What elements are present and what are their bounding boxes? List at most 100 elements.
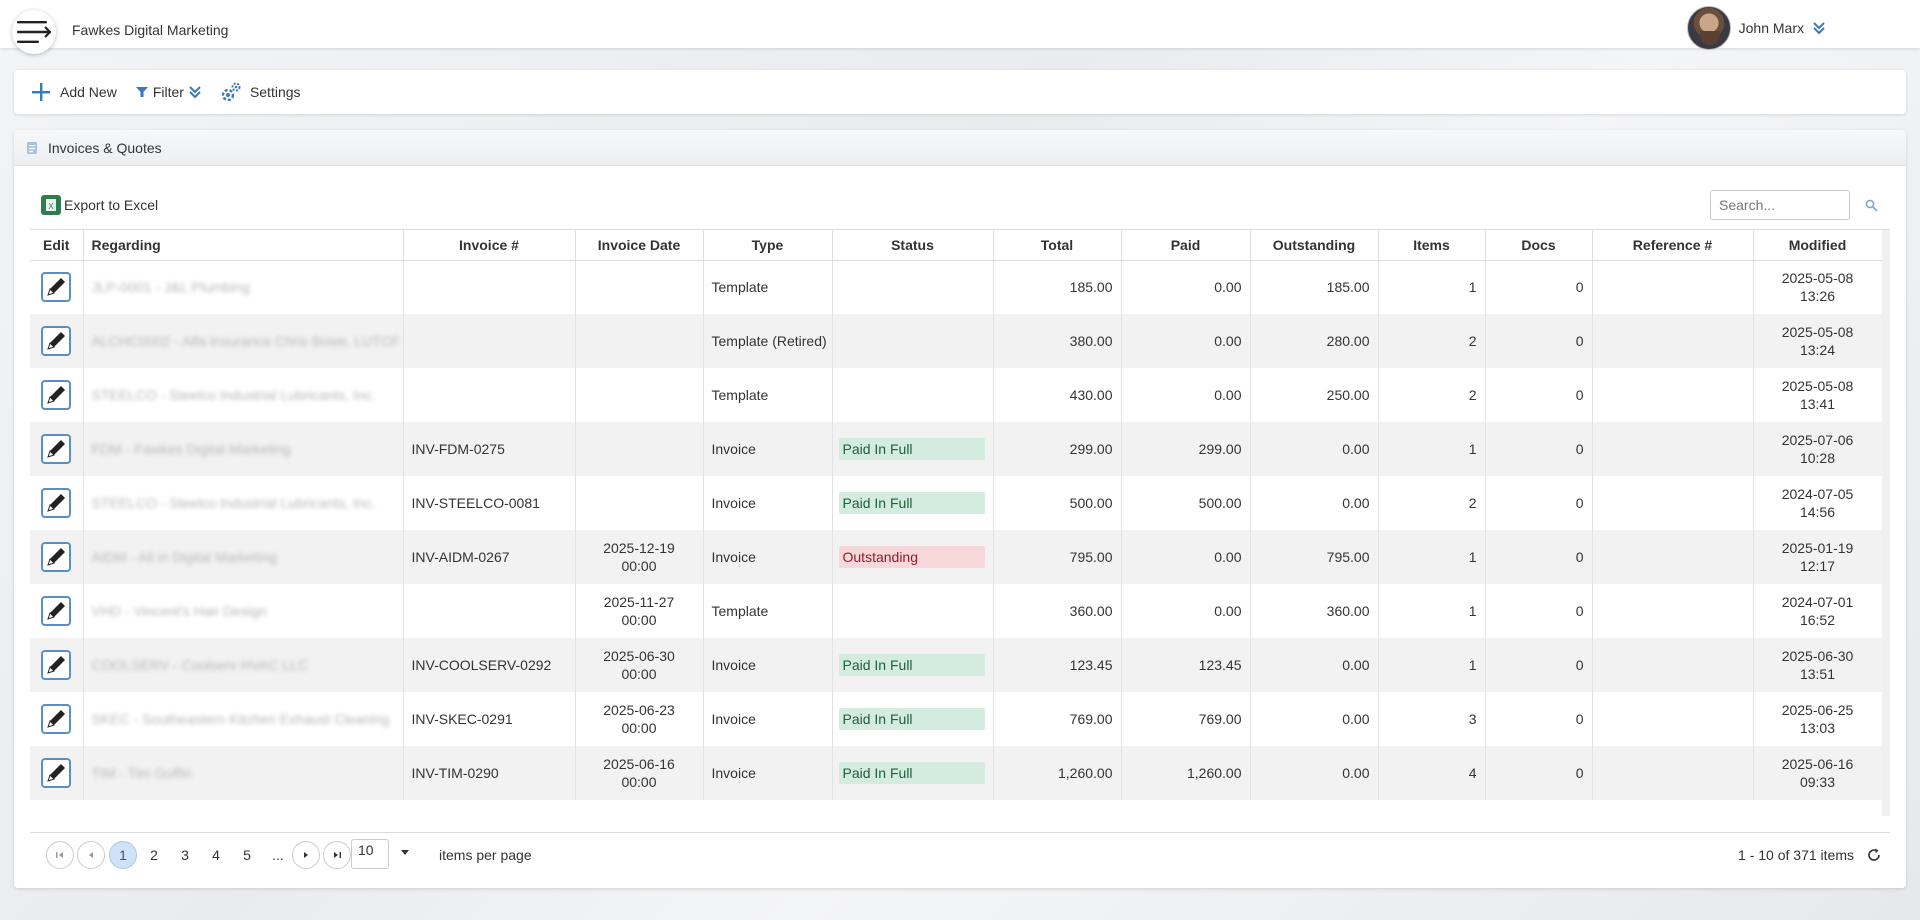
- regarding-cell[interactable]: JLP-0001 - J&L Plumbing: [83, 260, 404, 314]
- first-page-icon: [56, 852, 63, 858]
- regarding-cell[interactable]: FDM - Fawkes Digital Marketing: [83, 422, 404, 476]
- edit-button[interactable]: [41, 542, 72, 572]
- regarding-cell[interactable]: STEELCO - Steelco Industrial Lubricants,…: [83, 476, 404, 530]
- regarding-cell[interactable]: STEELCO - Steelco Industrial Lubricants,…: [83, 368, 404, 422]
- table-row[interactable]: VHD - Vincent's Hair Design 2025-11-27 00:…: [30, 584, 1883, 638]
- document-icon: [27, 141, 37, 154]
- invoice-date: 2025-11-27: [603, 594, 675, 610]
- regarding-cell[interactable]: COOLSERV - Coolserv HVAC LLC: [83, 638, 404, 692]
- column-header[interactable]: Type: [703, 230, 833, 261]
- first-page-button[interactable]: [46, 841, 74, 869]
- items-cell: 2: [1378, 314, 1486, 368]
- avatar[interactable]: [1686, 6, 1731, 50]
- invoice-date-cell: 2025-06-16 00:00: [575, 746, 704, 800]
- table-row[interactable]: FDM - Fawkes Digital Marketing INV-FDM-02…: [30, 422, 1883, 476]
- column-header[interactable]: Regarding: [83, 230, 404, 261]
- edit-button[interactable]: [41, 704, 72, 734]
- page-number-button[interactable]: 4: [212, 847, 220, 863]
- status-badge: Paid In Full: [838, 654, 985, 676]
- regarding-cell[interactable]: SKEC - Southeastern Kitchen Exhaust Clea…: [83, 692, 404, 746]
- user-name[interactable]: John Marx: [1738, 20, 1804, 36]
- column-header[interactable]: Total: [993, 230, 1122, 261]
- column-header[interactable]: Modified: [1753, 230, 1883, 261]
- invoice-date-cell: [575, 368, 704, 422]
- table-row[interactable]: AIDM - All in Digital Marketing INV-AIDM-…: [30, 530, 1883, 584]
- page-number-button[interactable]: 5: [243, 847, 251, 863]
- column-header[interactable]: Outstanding: [1250, 230, 1379, 261]
- edit-button[interactable]: [41, 596, 72, 626]
- settings-button[interactable]: Settings: [220, 81, 301, 103]
- next-page-button[interactable]: [292, 841, 320, 869]
- paid-cell: 769.00: [1121, 692, 1251, 746]
- edit-button[interactable]: [41, 380, 72, 410]
- column-header[interactable]: Paid: [1121, 230, 1251, 261]
- modified-time: 13:51: [1799, 666, 1836, 682]
- type-cell: Template: [703, 260, 833, 314]
- export-excel-button[interactable]: X Export to Excel: [40, 194, 158, 216]
- regarding-cell[interactable]: TIM - Tim Goffin: [83, 746, 404, 800]
- type-cell: Invoice: [703, 746, 833, 800]
- table-row[interactable]: SKEC - Southeastern Kitchen Exhaust Clea…: [30, 692, 1883, 746]
- grid-toolbar: X Export to Excel: [30, 190, 1890, 222]
- filter-button[interactable]: Filter: [135, 84, 202, 100]
- modified-date: 2024-07-05: [1781, 486, 1854, 502]
- edit-cell: [30, 260, 84, 314]
- edit-cell: [30, 584, 84, 638]
- status-cell: Paid In Full: [832, 692, 994, 746]
- edit-button[interactable]: [41, 488, 72, 518]
- column-header[interactable]: Docs: [1485, 230, 1593, 261]
- table-row[interactable]: COOLSERV - Coolserv HVAC LLC INV-COOLSERV…: [30, 638, 1883, 692]
- table-row[interactable]: STEELCO - Steelco Industrial Lubricants,…: [30, 368, 1883, 422]
- refresh-icon[interactable]: [1866, 847, 1882, 863]
- column-header[interactable]: Invoice #: [403, 230, 576, 261]
- column-header[interactable]: Reference #: [1592, 230, 1754, 261]
- previous-page-button[interactable]: [77, 841, 105, 869]
- search-icon[interactable]: [1865, 199, 1878, 212]
- reference-cell: [1592, 746, 1754, 800]
- regarding-text: TIM - Tim Goffin: [91, 765, 192, 781]
- regarding-cell[interactable]: VHD - Vincent's Hair Design: [83, 584, 404, 638]
- invoice-number-cell: INV-AIDM-0267: [403, 530, 576, 584]
- caret-down-icon[interactable]: [400, 849, 410, 857]
- pencil-icon: [47, 332, 66, 350]
- edit-button[interactable]: [41, 326, 72, 356]
- column-header[interactable]: Edit: [30, 230, 84, 261]
- items-per-page-select[interactable]: 10: [351, 839, 389, 869]
- modified-date: 2024-07-01: [1781, 594, 1854, 610]
- edit-button[interactable]: [41, 758, 72, 788]
- edit-button[interactable]: [41, 434, 72, 464]
- edit-button[interactable]: [41, 272, 72, 303]
- user-menu[interactable]: John Marx: [1686, 6, 1826, 50]
- page-number-button[interactable]: ...: [272, 847, 284, 863]
- add-new-button[interactable]: Add New: [30, 81, 117, 103]
- edit-cell: [30, 638, 84, 692]
- invoice-time: 00:00: [621, 774, 657, 790]
- paid-cell: 0.00: [1121, 368, 1251, 422]
- column-header[interactable]: Status: [832, 230, 994, 261]
- column-header[interactable]: Invoice Date: [575, 230, 704, 261]
- vertical-scrollbar[interactable]: [1882, 230, 1890, 816]
- status-badge: Paid In Full: [838, 762, 985, 784]
- menu-button[interactable]: [12, 10, 56, 54]
- page-number-button[interactable]: 3: [181, 847, 189, 863]
- docs-cell: 0: [1485, 530, 1593, 584]
- page-number-button[interactable]: 1: [109, 841, 137, 869]
- outstanding-cell: 795.00: [1250, 530, 1379, 584]
- last-page-button[interactable]: [323, 841, 351, 869]
- edit-button[interactable]: [41, 650, 72, 680]
- table-row[interactable]: ALCHC0002 - Alfa Insurance Chris Bowe, L…: [30, 314, 1883, 368]
- top-header: Fawkes Digital Marketing John Marx: [0, 0, 1920, 54]
- search-input[interactable]: [1710, 190, 1850, 220]
- regarding-cell[interactable]: AIDM - All in Digital Marketing: [83, 530, 404, 584]
- column-header[interactable]: Items: [1378, 230, 1486, 261]
- table-row[interactable]: JLP-0001 - J&L Plumbing Template 185.00 0.0…: [30, 260, 1883, 314]
- chevron-down-icon[interactable]: [1812, 21, 1826, 35]
- regarding-text: COOLSERV - Coolserv HVAC LLC: [91, 657, 309, 673]
- page-number-button[interactable]: 2: [150, 847, 158, 863]
- table-row[interactable]: STEELCO - Steelco Industrial Lubricants,…: [30, 476, 1883, 530]
- regarding-cell[interactable]: ALCHC0002 - Alfa Insurance Chris Bowe, L…: [83, 314, 404, 368]
- total-cell: 380.00: [993, 314, 1122, 368]
- paid-cell: 123.45: [1121, 638, 1251, 692]
- table-row[interactable]: TIM - Tim Goffin INV-TIM-0290 2025-06-16 00…: [30, 746, 1883, 800]
- search-box: [1710, 190, 1880, 220]
